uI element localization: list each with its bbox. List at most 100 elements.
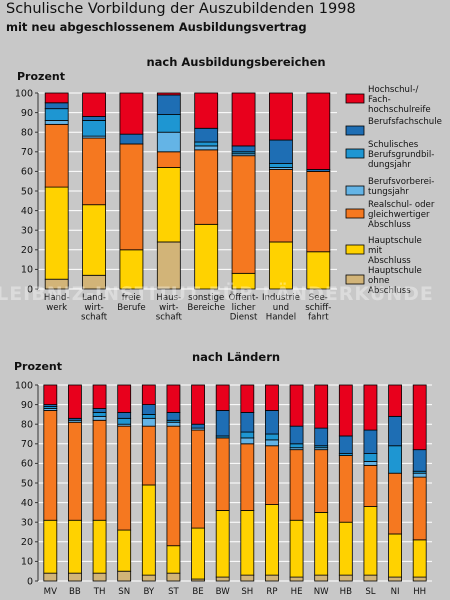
state-bar-segment-hochschulreife xyxy=(92,384,107,409)
state-bar-segment-berufsfachschule xyxy=(215,410,230,437)
state-bar-segment-realschule xyxy=(43,410,58,521)
state-bar-segment-berufsfachschule xyxy=(363,429,378,454)
state-bar-segment-realschule xyxy=(314,449,329,513)
state-bar-segment-berufsfachschule xyxy=(92,408,107,413)
state-bar-segment-hauptschule_ohne xyxy=(388,576,402,582)
sector-y-tick-label: 90 xyxy=(21,108,33,119)
legend-label: Berufsgrundbil- xyxy=(368,150,434,160)
state-bar-segment-hauptschule_mit xyxy=(289,519,304,578)
state-bar-segment-hauptschule_mit xyxy=(265,504,279,576)
sector-category-label: werk xyxy=(46,303,67,313)
sector-bar-segment-realschule xyxy=(269,169,293,243)
sector-category-label: schiff- xyxy=(305,303,331,313)
sector-y-tick-label: 30 xyxy=(21,226,33,237)
state-bar-segment-hauptschule_mit xyxy=(412,539,427,578)
state-bar-segment-hochschulreife xyxy=(265,384,279,411)
state-bar-segment-hauptschule_ohne xyxy=(412,576,427,582)
sector-bar-segment-berufsvorbereitungsjahr xyxy=(44,120,69,125)
legend-label: mit xyxy=(368,246,383,256)
legend-label: ohne xyxy=(368,276,389,286)
legend-label: Abschluss xyxy=(368,220,411,230)
state-category-label: RP xyxy=(266,587,277,597)
state-bar-segment-hauptschule_ohne xyxy=(363,574,378,582)
legend-label: Abschluss xyxy=(368,256,411,266)
state-bar-segment-realschule xyxy=(265,445,279,505)
state-bar-segment-hauptschule_ohne xyxy=(314,574,329,582)
sector-bar-segment-hochschulreife xyxy=(231,92,256,147)
sector-bar-segment-hochschulreife xyxy=(156,92,181,96)
sector-category-label: See- xyxy=(309,293,328,303)
state-y-tick-label: 50 xyxy=(21,478,33,489)
state-y-tick-label: 70 xyxy=(21,439,33,450)
state-bar-segment-hauptschule_ohne xyxy=(338,574,353,582)
sector-category-label: schaft xyxy=(156,313,183,323)
state-y-tick-label: 30 xyxy=(21,518,33,529)
state-bar-segment-hauptschule_ohne xyxy=(215,576,230,582)
legend-label: Hauptschule xyxy=(368,266,422,276)
state-bar-segment-berufsvorbereitungsjahr xyxy=(240,437,255,445)
sector-category-label: Land- xyxy=(82,293,106,303)
state-bar-segment-berufsvorbereitungsjahr xyxy=(92,415,107,421)
sector-bar-segment-hauptschule_mit xyxy=(194,223,219,290)
sector-bar-segment-berufsgrundbildungsjahr xyxy=(194,141,219,147)
state-bar-segment-hochschulreife xyxy=(68,384,82,419)
state-y-tick-label: 80 xyxy=(21,420,33,431)
sector-category-label: fahrt xyxy=(308,313,329,323)
sector-bar-segment-hochschulreife xyxy=(119,92,144,135)
sector-bar-segment-realschule xyxy=(44,123,69,188)
state-y-tick-label: 90 xyxy=(21,400,33,411)
state-y-tick-label: 20 xyxy=(21,537,33,548)
chart-subtitle: mit neu abgeschlossenem Ausbildungsvertr… xyxy=(6,20,307,34)
state-bar-segment-realschule xyxy=(289,449,304,521)
sector-bar-segment-hochschulreife xyxy=(269,92,293,141)
sector-bar-segment-berufsfachschule xyxy=(82,116,106,121)
state-bar-segment-berufsfachschule xyxy=(338,435,353,454)
legend-swatch-berufsgrundbildungsjahr xyxy=(345,148,365,159)
sector-category-label: Haus- xyxy=(156,293,181,303)
state-bar-segment-hochschulreife xyxy=(363,384,378,431)
state-bar-segment-berufsfachschule xyxy=(141,404,156,415)
state-bar-segment-hochschulreife xyxy=(314,384,329,429)
sector-bar-segment-berufsgrundbildungsjahr xyxy=(82,120,106,137)
state-category-label: HB xyxy=(340,587,352,597)
state-bar-segment-berufsvorbereitungsjahr xyxy=(412,472,427,478)
state-bar-segment-hochschulreife xyxy=(166,384,181,413)
state-bar-segment-hochschulreife xyxy=(43,384,58,406)
state-bar-segment-hauptschule_ohne xyxy=(265,574,279,582)
state-bar-segment-berufsfachschule xyxy=(388,415,402,447)
state-category-label: HE xyxy=(291,587,303,597)
sector-bar-segment-hauptschule_mit xyxy=(269,241,293,290)
sector-bar-segment-berufsvorbereitungsjahr xyxy=(194,145,219,151)
legend-label: Fach- xyxy=(368,95,391,105)
state-bar-segment-berufsgrundbildungsjahr xyxy=(265,433,279,441)
sector-y-tick-label: 70 xyxy=(21,147,33,158)
state-bar-segment-hauptschule_mit xyxy=(92,519,107,574)
sector-category-label: freie xyxy=(122,293,141,303)
state-bar-segment-realschule xyxy=(68,421,82,521)
sector-category-label: wirt- xyxy=(84,303,103,313)
sector-bar-segment-berufsfachschule xyxy=(119,133,144,145)
state-bar-segment-realschule xyxy=(412,476,427,541)
state-bar-segment-hochschulreife xyxy=(215,384,230,411)
sector-category-label: licher xyxy=(232,303,256,313)
state-bar-segment-hauptschule_mit xyxy=(166,545,181,574)
state-bar-segment-hochschulreife xyxy=(338,384,353,437)
sector-bar-segment-hochschulreife xyxy=(82,92,106,117)
legend-label: Schulisches xyxy=(368,140,419,150)
legend-swatch-realschule xyxy=(345,208,365,219)
state-bar-segment-realschule xyxy=(388,472,402,535)
legend-label: tungsjahr xyxy=(368,187,409,197)
sector-y-tick-label: 60 xyxy=(21,167,33,178)
state-category-label: BY xyxy=(143,587,154,597)
sector-bar-segment-berufsvorbereitungsjahr xyxy=(156,131,181,153)
state-bar-segment-berufsvorbereitungsjahr xyxy=(141,417,156,427)
legend-label: Abschluss xyxy=(368,286,411,296)
legend-label: Hauptschule xyxy=(368,236,422,246)
legend-label: gleichwertiger xyxy=(368,210,430,220)
sector-y-tick-label: 10 xyxy=(21,265,33,276)
sector-bar-segment-berufsfachschule xyxy=(269,139,293,164)
sector-y-tick-label: 100 xyxy=(15,88,33,99)
state-bar-segment-berufsgrundbildungsjahr xyxy=(363,453,378,462)
sector-category-label: Industrie xyxy=(262,293,300,303)
state-bar-segment-hochschulreife xyxy=(141,384,156,406)
